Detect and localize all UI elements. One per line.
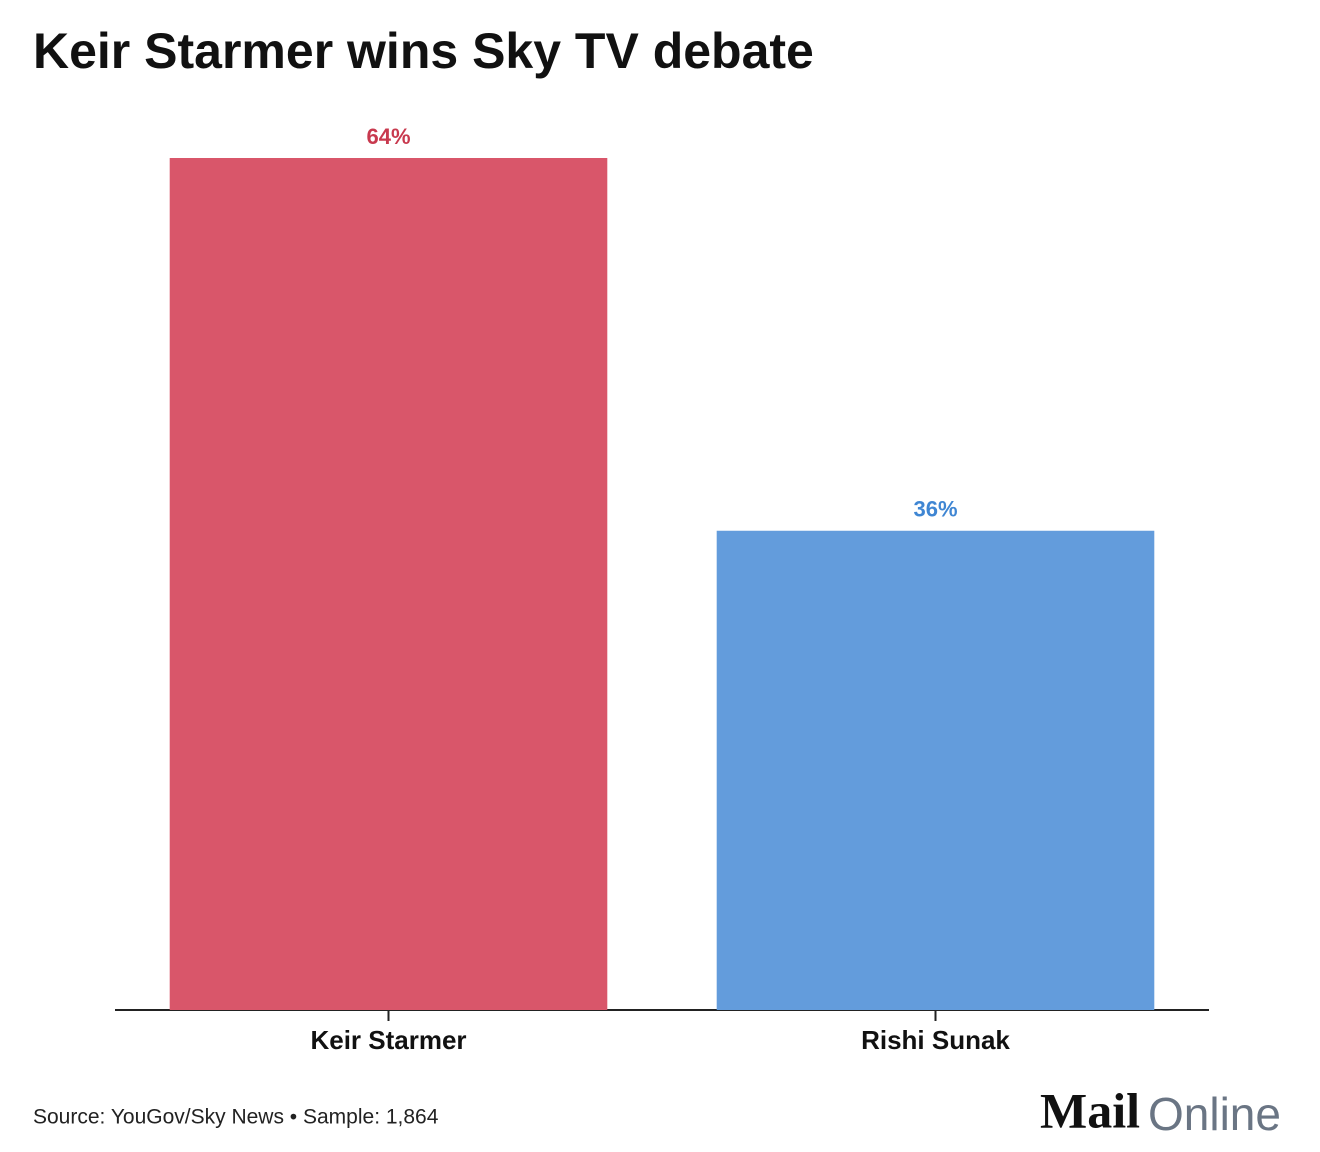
- value-label: 64%: [366, 124, 410, 149]
- source: Source: YouGov/Sky News • Sample: 1,864: [33, 1106, 439, 1129]
- brand-online: Online: [1148, 1088, 1281, 1140]
- bar: [716, 530, 1155, 1010]
- bar: [169, 158, 608, 1010]
- chart-title: Keir Starmer wins Sky TV debate: [33, 23, 814, 79]
- value-label: 36%: [913, 497, 957, 522]
- x-tick-label: Rishi Sunak: [861, 1025, 1010, 1055]
- x-tick-label: Keir Starmer: [310, 1025, 466, 1055]
- brand-mail: Mail: [1040, 1082, 1140, 1138]
